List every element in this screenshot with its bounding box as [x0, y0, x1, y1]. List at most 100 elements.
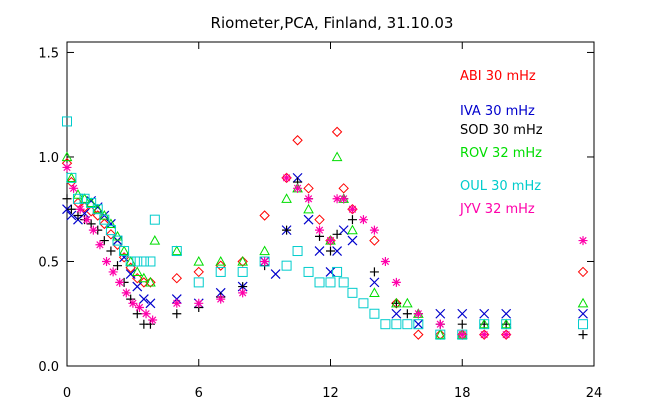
data-point — [402, 319, 413, 330]
data-point — [99, 236, 109, 246]
data-point — [435, 329, 446, 340]
data-point — [479, 319, 490, 330]
data-point — [145, 276, 156, 287]
data-point — [149, 214, 160, 225]
data-point — [457, 330, 467, 340]
data-point — [339, 194, 349, 204]
data-point — [172, 298, 182, 308]
data-point — [369, 287, 380, 297]
data-point — [131, 266, 143, 277]
data-point — [105, 225, 116, 236]
data-point — [113, 261, 123, 271]
data-point — [102, 256, 112, 266]
data-point — [237, 255, 249, 266]
data-point — [578, 308, 588, 319]
data-point — [132, 309, 142, 319]
data-point — [369, 235, 380, 246]
y-tick-label: 0.0 — [38, 360, 59, 375]
data-point — [413, 309, 423, 319]
data-point — [281, 260, 292, 271]
data-point — [105, 229, 117, 240]
data-point — [108, 267, 118, 277]
data-point — [457, 308, 468, 319]
legend-entry: JYV 32 mHz — [459, 202, 535, 217]
data-point — [501, 308, 512, 319]
data-point — [125, 269, 136, 279]
data-point — [292, 135, 303, 146]
x-tick-label: 12 — [322, 386, 339, 401]
data-point — [358, 298, 369, 309]
data-point — [92, 203, 104, 214]
data-point — [62, 116, 72, 127]
data-point — [434, 329, 446, 339]
x-tick-label: 0 — [63, 386, 71, 401]
data-point — [479, 330, 489, 340]
data-point — [75, 204, 85, 214]
data-point — [145, 298, 156, 309]
data-point — [369, 308, 380, 319]
data-point — [293, 183, 303, 193]
data-point — [61, 151, 73, 162]
data-point — [86, 219, 96, 229]
x-tick-label: 24 — [586, 386, 603, 401]
data-point — [303, 266, 314, 277]
data-point — [215, 255, 227, 266]
data-point — [577, 297, 589, 308]
data-point — [369, 225, 379, 235]
data-point — [106, 246, 116, 256]
data-point — [86, 197, 97, 208]
data-point — [99, 218, 110, 230]
data-point — [435, 308, 446, 319]
data-point — [347, 287, 358, 298]
data-point — [112, 235, 123, 246]
data-point — [193, 277, 204, 288]
data-point — [66, 210, 77, 221]
data-point — [194, 298, 204, 308]
data-point — [478, 318, 490, 329]
legend-entry: ABI 30 mHz — [460, 69, 536, 84]
x-tick-label: 18 — [454, 386, 471, 401]
data-point — [391, 319, 402, 330]
data-point — [326, 246, 335, 256]
data-point — [62, 162, 72, 172]
legend-entry: IVA 30 mHz — [460, 104, 535, 119]
data-point — [88, 225, 98, 235]
data-point — [215, 260, 226, 271]
y-tick-label: 1.5 — [38, 46, 59, 61]
data-point — [500, 318, 512, 329]
data-point — [314, 246, 325, 256]
data-point — [171, 246, 182, 257]
data-point — [172, 309, 182, 319]
data-point — [126, 294, 136, 304]
data-point — [577, 266, 589, 278]
data-point — [358, 215, 368, 225]
data-point — [578, 236, 588, 246]
data-point — [391, 297, 402, 308]
series-rov — [61, 151, 589, 339]
data-point — [435, 319, 445, 329]
data-point — [148, 315, 158, 325]
series-oul — [62, 116, 589, 340]
data-point — [413, 329, 424, 340]
data-point — [72, 193, 83, 204]
data-point — [501, 330, 511, 340]
data-point — [332, 246, 343, 256]
data-point — [578, 319, 589, 330]
data-point — [66, 172, 77, 183]
data-point — [132, 256, 143, 267]
data-point — [138, 256, 149, 267]
data-point — [282, 225, 292, 235]
data-point — [138, 272, 150, 283]
data-point — [193, 255, 205, 266]
data-point — [82, 215, 92, 225]
data-point — [215, 266, 226, 277]
data-point — [238, 288, 248, 298]
data-point — [259, 245, 270, 256]
data-point — [281, 193, 292, 203]
data-point — [315, 225, 325, 235]
data-point — [128, 298, 138, 308]
data-point — [369, 277, 380, 288]
data-point — [402, 297, 413, 308]
data-point — [332, 266, 343, 277]
